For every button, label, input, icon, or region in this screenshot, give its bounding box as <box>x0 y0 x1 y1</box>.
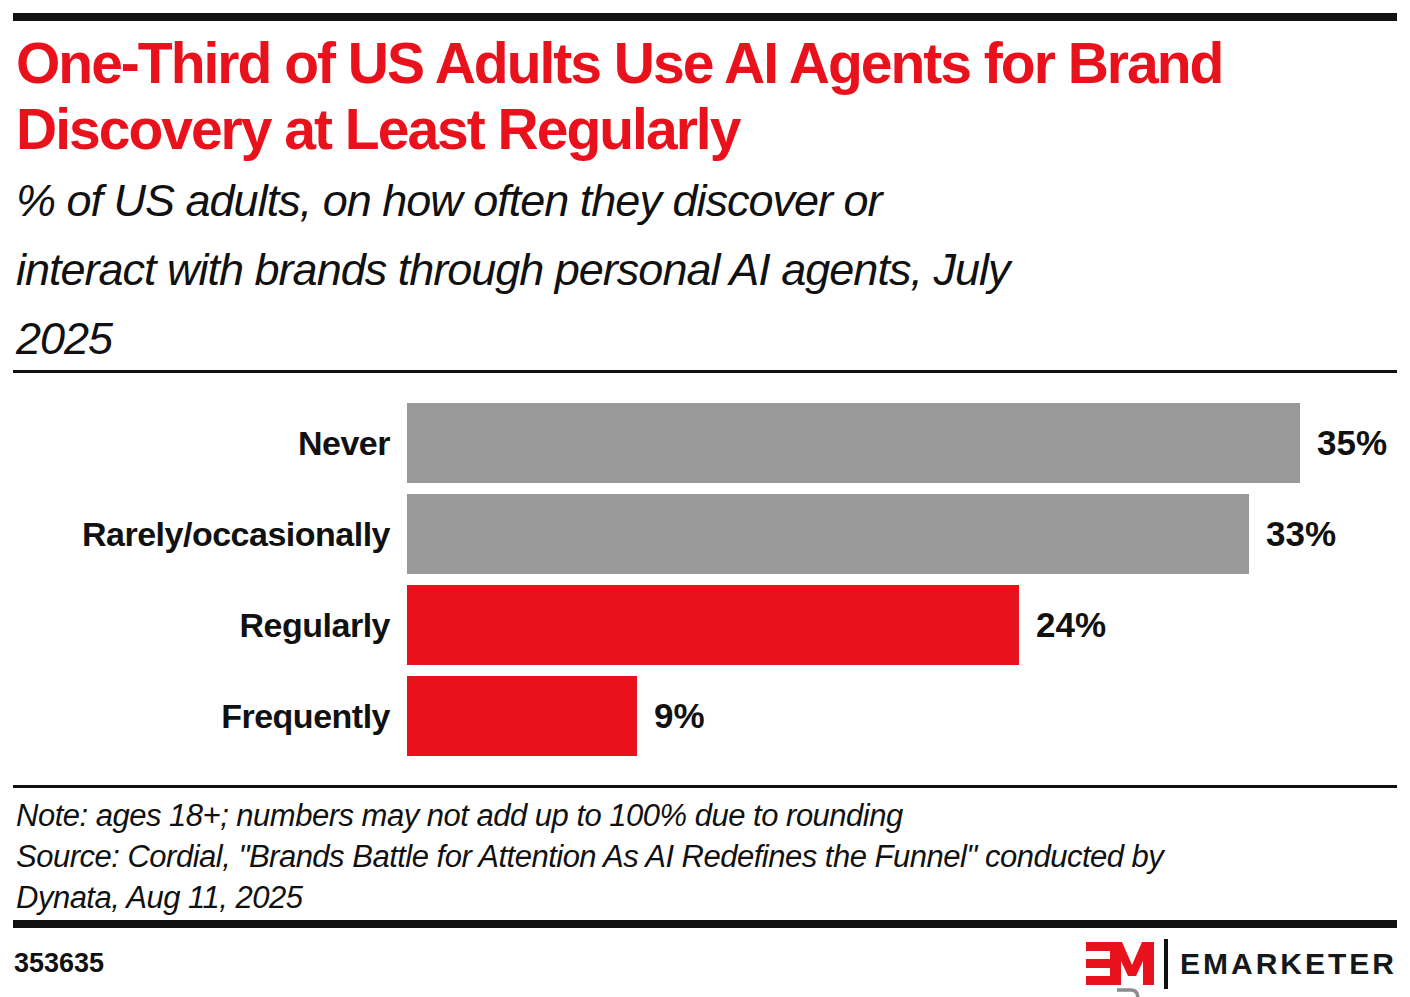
chart-page: One-Third of US Adults Use AI Agents for… <box>0 0 1410 997</box>
chart-subtitle: % of US adults, on how often they discov… <box>16 166 1396 373</box>
chart-title: One-Third of US Adults Use AI Agents for… <box>16 30 1396 162</box>
top-rule <box>13 13 1397 21</box>
bar <box>407 585 1019 665</box>
value-label: 24% <box>1036 605 1106 645</box>
bar-row: Rarely/occasionally 33% <box>0 494 1410 574</box>
bar-row: Never 35% <box>0 403 1410 483</box>
category-label: Frequently <box>0 697 390 736</box>
divider-under-chart <box>13 785 1397 788</box>
note-text: Note: ages 18+; numbers may not add up t… <box>16 795 1400 836</box>
source-text-line-2: Dynata, Aug 11, 2025 <box>16 877 1400 918</box>
footnotes: Note: ages 18+; numbers may not add up t… <box>16 795 1400 918</box>
bar-rows: Never 35% Rarely/occasionally 33% Regularly 2… <box>0 403 1410 756</box>
chart-subtitle-line-2: interact with brands through personal AI… <box>16 235 1396 304</box>
source-text-line-1: Source: Cordial, "Brands Battle for Atte… <box>16 836 1400 877</box>
emarketer-logo: EMARKETER <box>1086 938 1397 990</box>
category-label: Never <box>0 424 390 463</box>
logo-wordmark: EMARKETER <box>1180 947 1397 981</box>
bar <box>407 403 1300 483</box>
value-label: 33% <box>1266 514 1336 554</box>
bar <box>407 676 637 756</box>
bar-row: Frequently 9% <box>0 676 1410 756</box>
category-label: Regularly <box>0 606 390 645</box>
chart-title-line-1: One-Third of US Adults Use AI Agents for… <box>16 30 1396 96</box>
chart-subtitle-line-1: % of US adults, on how often they discov… <box>16 166 1396 235</box>
divider-under-subtitle <box>13 370 1397 373</box>
bar-chart: Never 35% Rarely/occasionally 33% Regularly 2… <box>0 403 1410 756</box>
value-label: 35% <box>1317 423 1387 463</box>
logo-divider <box>1164 939 1168 989</box>
chart-subtitle-line-3: 2025 <box>16 304 1396 373</box>
category-label: Rarely/occasionally <box>0 515 390 554</box>
chart-id: 353635 <box>14 948 104 979</box>
em-logomark-icon <box>1086 941 1154 987</box>
bottom-rule <box>13 920 1397 928</box>
value-label: 9% <box>654 696 705 736</box>
bar <box>407 494 1249 574</box>
bar-row: Regularly 24% <box>0 585 1410 665</box>
chart-title-line-2: Discovery at Least Regularly <box>16 96 1396 162</box>
